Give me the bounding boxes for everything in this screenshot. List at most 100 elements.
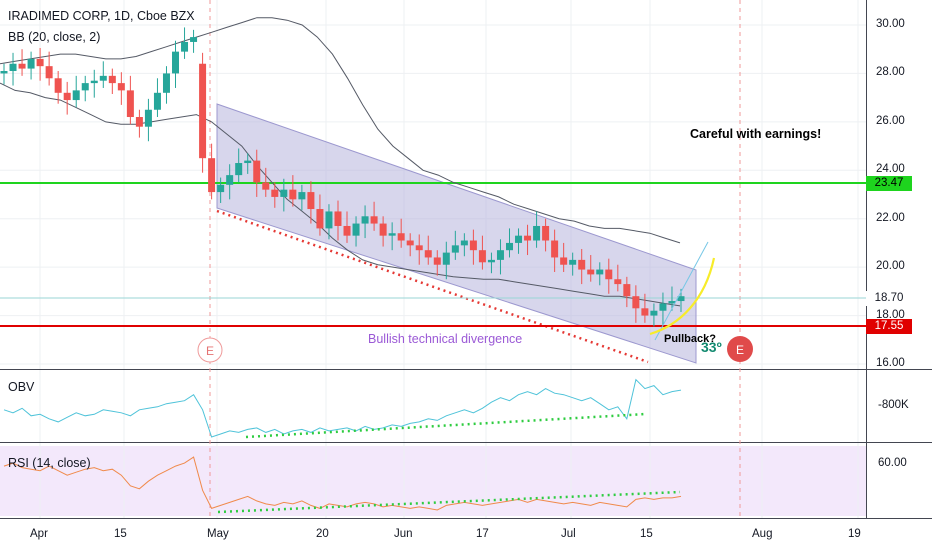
bollinger-bands bbox=[0, 17, 681, 307]
obv-axis-label: -800K bbox=[878, 399, 909, 411]
candle-body bbox=[181, 41, 189, 52]
x-tick-label: Jul bbox=[561, 528, 576, 540]
y-tick-label: 20.00 bbox=[876, 260, 905, 273]
candle-body bbox=[316, 209, 324, 229]
earnings-marker-2 bbox=[727, 336, 753, 362]
earnings-marker-1-text: E bbox=[206, 344, 214, 358]
candle-body bbox=[54, 78, 62, 93]
support-trendline bbox=[216, 209, 649, 364]
earnings-marker-2-text: E bbox=[736, 343, 744, 357]
candle-body bbox=[18, 63, 26, 69]
candle-body bbox=[623, 284, 631, 297]
candle-body bbox=[677, 296, 685, 302]
candle-body bbox=[199, 63, 207, 159]
candle-body bbox=[650, 310, 658, 316]
candle-body bbox=[632, 296, 640, 309]
rsi-trendline bbox=[217, 490, 681, 514]
candle-body bbox=[63, 92, 71, 101]
candle-body bbox=[605, 269, 613, 280]
projection-curve bbox=[649, 257, 716, 336]
candle-body bbox=[0, 71, 8, 74]
candle-body bbox=[45, 66, 53, 79]
candle-body bbox=[433, 257, 441, 265]
bollinger-upper bbox=[0, 17, 681, 244]
bollinger-lower bbox=[0, 82, 681, 307]
candle-body bbox=[659, 303, 667, 311]
candle-body bbox=[487, 259, 495, 263]
x-tick-label: 17 bbox=[476, 528, 489, 540]
candle-body bbox=[153, 92, 161, 110]
candle-body bbox=[99, 75, 107, 81]
candle-body bbox=[162, 73, 170, 93]
obv-trendline bbox=[245, 412, 647, 439]
x-tick-label: Apr bbox=[30, 528, 48, 540]
candle-body bbox=[72, 90, 80, 101]
candle-body bbox=[641, 308, 649, 316]
rsi-label[interactable]: RSI (14, close) bbox=[8, 456, 91, 470]
x-tick-label: Jun bbox=[394, 528, 413, 540]
candle-body bbox=[578, 259, 586, 270]
candle-body bbox=[515, 235, 523, 243]
candle-body bbox=[505, 242, 513, 251]
candle-body bbox=[478, 250, 486, 263]
candle-body bbox=[424, 250, 432, 258]
x-tick-label: 19 bbox=[848, 528, 861, 540]
y-tick-label: 26.00 bbox=[876, 114, 905, 127]
angle-note: 33º bbox=[701, 339, 722, 355]
candle-body bbox=[406, 240, 414, 246]
candle-body bbox=[587, 269, 595, 275]
candle-body bbox=[415, 245, 423, 251]
y-tick-label: 30.00 bbox=[876, 18, 905, 30]
candle-body bbox=[442, 252, 450, 265]
bb-indicator-label[interactable]: BB (20, close, 2) bbox=[8, 30, 101, 44]
chart-title: IRADIMED CORP, 1D, Cboe BZX bbox=[8, 9, 195, 23]
rsi-line bbox=[3, 456, 682, 511]
candle-body bbox=[325, 211, 333, 229]
x-tick-label: May bbox=[207, 528, 229, 540]
candle-body bbox=[361, 216, 369, 224]
y-tick-label: 24.00 bbox=[876, 163, 905, 176]
candle-body bbox=[469, 240, 477, 251]
candle-body bbox=[307, 192, 315, 210]
candle-body bbox=[460, 240, 468, 246]
candle-body bbox=[397, 233, 405, 241]
earnings-note: Careful with earnings! bbox=[690, 127, 822, 141]
projection-line bbox=[654, 241, 709, 341]
candle-body bbox=[262, 182, 270, 190]
candle-body bbox=[496, 250, 504, 260]
y-tick-label: 28.00 bbox=[876, 66, 905, 79]
candle-body bbox=[244, 160, 252, 164]
candle-body bbox=[172, 51, 180, 74]
candle-body bbox=[560, 257, 568, 265]
candle-body bbox=[235, 163, 243, 176]
rsi-series bbox=[3, 456, 682, 511]
obv-series bbox=[3, 378, 682, 438]
x-tick-label: Aug bbox=[752, 528, 773, 540]
x-tick-label: 15 bbox=[640, 528, 653, 540]
candle-body bbox=[226, 175, 234, 185]
candle-body bbox=[370, 216, 378, 224]
candle-body bbox=[217, 184, 225, 193]
candle-body bbox=[614, 279, 622, 285]
candle-body bbox=[451, 245, 459, 253]
candle-body bbox=[343, 225, 351, 236]
y-tick-label: 18.00 bbox=[876, 308, 905, 321]
y-tick-label: 22.00 bbox=[876, 211, 905, 224]
candle-body bbox=[271, 189, 279, 197]
price-tag-green: 23.47 bbox=[866, 176, 912, 191]
obv-line bbox=[3, 378, 682, 438]
candle-body bbox=[253, 160, 261, 183]
obv-label[interactable]: OBV bbox=[8, 380, 35, 394]
x-tick-label: 20 bbox=[316, 528, 329, 540]
candle-body bbox=[298, 192, 306, 200]
rsi-axis-label: 60.00 bbox=[878, 457, 907, 469]
pullback-note: Pullback? bbox=[664, 333, 716, 345]
rsi-band bbox=[0, 446, 866, 516]
candle-body bbox=[334, 211, 342, 226]
candle-body bbox=[190, 37, 198, 42]
candle-body bbox=[352, 223, 360, 236]
candle-body bbox=[668, 301, 676, 304]
candle-body bbox=[208, 158, 216, 193]
